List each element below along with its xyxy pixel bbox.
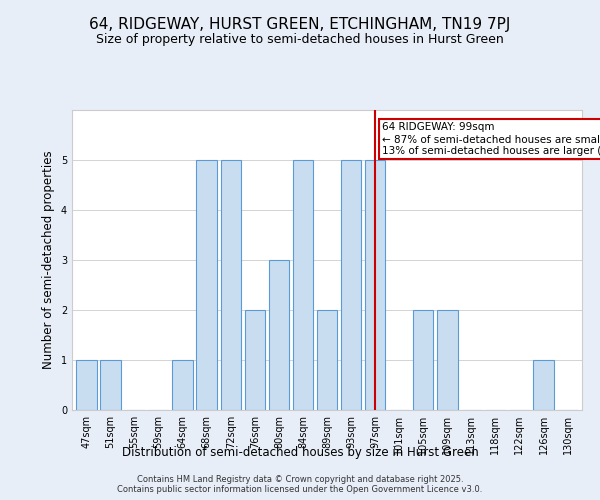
Bar bbox=[437, 310, 458, 410]
Text: Contains HM Land Registry data © Crown copyright and database right 2025.
Contai: Contains HM Land Registry data © Crown c… bbox=[118, 474, 482, 494]
Bar bbox=[365, 160, 385, 410]
Bar bbox=[221, 160, 241, 410]
Bar bbox=[269, 260, 289, 410]
Bar bbox=[533, 360, 554, 410]
Bar bbox=[172, 360, 193, 410]
Bar bbox=[76, 360, 97, 410]
Bar bbox=[293, 160, 313, 410]
Bar bbox=[341, 160, 361, 410]
Bar bbox=[245, 310, 265, 410]
Bar bbox=[100, 360, 121, 410]
Y-axis label: Number of semi-detached properties: Number of semi-detached properties bbox=[43, 150, 55, 370]
Bar bbox=[196, 160, 217, 410]
Text: Size of property relative to semi-detached houses in Hurst Green: Size of property relative to semi-detach… bbox=[96, 32, 504, 46]
Bar bbox=[317, 310, 337, 410]
Text: Distribution of semi-detached houses by size in Hurst Green: Distribution of semi-detached houses by … bbox=[122, 446, 478, 459]
Bar bbox=[413, 310, 433, 410]
Text: 64 RIDGEWAY: 99sqm
← 87% of semi-detached houses are smaller (34)
13% of semi-de: 64 RIDGEWAY: 99sqm ← 87% of semi-detache… bbox=[382, 122, 600, 156]
Text: 64, RIDGEWAY, HURST GREEN, ETCHINGHAM, TN19 7PJ: 64, RIDGEWAY, HURST GREEN, ETCHINGHAM, T… bbox=[89, 18, 511, 32]
